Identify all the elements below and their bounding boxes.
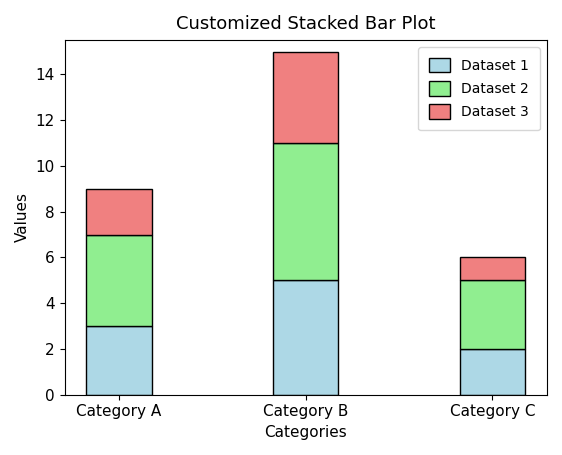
- Bar: [460, 258, 525, 280]
- Bar: [460, 349, 525, 395]
- Y-axis label: Values: Values: [15, 192, 30, 243]
- Bar: [87, 189, 152, 235]
- X-axis label: Categories: Categories: [264, 425, 347, 440]
- Title: Customized Stacked Bar Plot: Customized Stacked Bar Plot: [176, 15, 436, 33]
- Bar: [460, 280, 525, 349]
- Bar: [273, 51, 338, 143]
- Bar: [87, 326, 152, 395]
- Bar: [87, 235, 152, 326]
- Bar: [273, 143, 338, 280]
- Bar: [273, 280, 338, 395]
- Legend: Dataset 1, Dataset 2, Dataset 3: Dataset 1, Dataset 2, Dataset 3: [418, 47, 540, 131]
